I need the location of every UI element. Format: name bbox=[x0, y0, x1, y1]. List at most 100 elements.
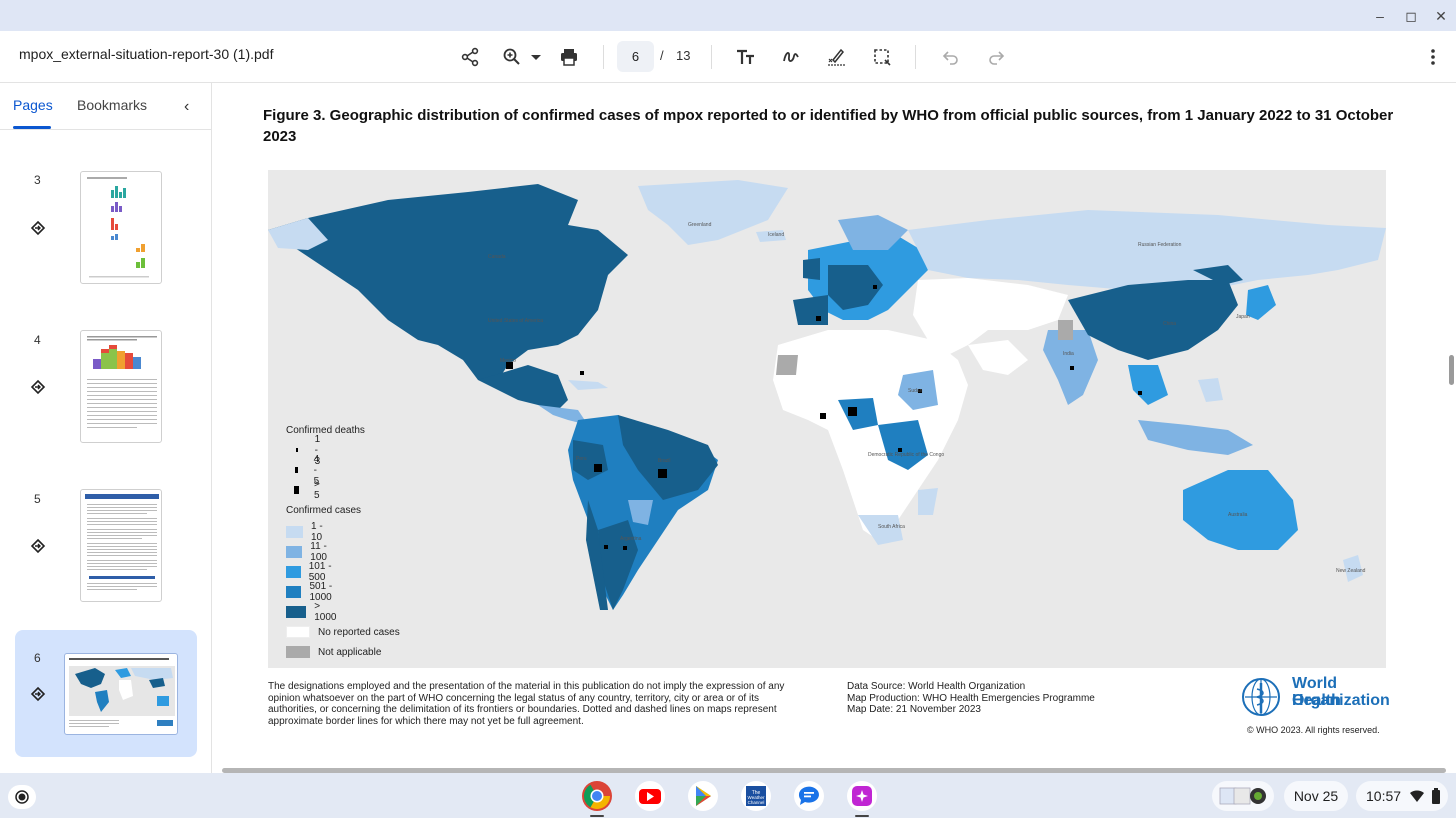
region-australia bbox=[1183, 470, 1298, 550]
undo-icon[interactable] bbox=[939, 45, 963, 69]
legend-deaths-item: > 5 bbox=[286, 479, 323, 501]
page-thumbnail-3[interactable] bbox=[80, 171, 162, 284]
region-north-america bbox=[268, 184, 628, 380]
active-app-indicator bbox=[855, 815, 869, 817]
region-south-africa bbox=[858, 515, 903, 545]
region-brazil bbox=[618, 415, 718, 500]
horizontal-scrollbar[interactable] bbox=[222, 768, 1446, 773]
chrome-icon[interactable] bbox=[581, 780, 613, 812]
legend-cases-item: No reported cases bbox=[286, 625, 400, 639]
launcher-button[interactable] bbox=[8, 785, 36, 809]
restore-icon[interactable]: ◻ bbox=[1405, 8, 1417, 24]
region-scandinavia bbox=[838, 215, 908, 250]
rotate-page-icon[interactable] bbox=[30, 538, 46, 554]
legend-cases-item: 1 - 10 bbox=[286, 521, 329, 543]
rotate-page-icon[interactable] bbox=[30, 379, 46, 395]
toolbar-divider bbox=[915, 45, 916, 69]
region-japan bbox=[1246, 285, 1276, 320]
region-drc bbox=[878, 420, 928, 470]
date-display[interactable]: Nov 25 bbox=[1284, 781, 1348, 811]
map-date: Map Date: 21 November 2023 bbox=[847, 704, 981, 715]
region-alaska bbox=[268, 218, 328, 250]
map-label: United States of America bbox=[488, 318, 543, 324]
region-arabia bbox=[968, 340, 1028, 375]
signature-icon[interactable] bbox=[825, 45, 849, 69]
region-caribbean bbox=[568, 380, 608, 390]
copyright: © WHO 2023. All rights reserved. bbox=[1247, 725, 1380, 735]
map-disclaimer: The designations employed and the presen… bbox=[268, 681, 785, 727]
map-label: Brazil bbox=[658, 458, 671, 464]
region-central-asia bbox=[913, 278, 1068, 355]
collapse-sidebar-icon[interactable]: ‹ bbox=[184, 98, 190, 115]
clock: 10:57 bbox=[1366, 788, 1402, 804]
region-iberia bbox=[793, 295, 828, 325]
map-label: South Africa bbox=[878, 524, 905, 530]
document-title: mpox_external-situation-report-30 (1).pd… bbox=[19, 46, 274, 62]
minimize-icon[interactable]: – bbox=[1376, 8, 1384, 24]
zoom-in-icon[interactable] bbox=[500, 45, 524, 69]
region-chile bbox=[586, 500, 608, 610]
tab-bookmarks[interactable]: Bookmarks bbox=[77, 97, 148, 113]
vertical-scrollbar[interactable] bbox=[1449, 355, 1454, 385]
who-name-line2: Organization bbox=[1292, 692, 1390, 709]
thumbnail-page-number: 4 bbox=[34, 333, 41, 347]
rotate-page-icon[interactable] bbox=[30, 686, 46, 702]
legend-cases-title: Confirmed cases bbox=[286, 505, 362, 516]
select-area-icon[interactable] bbox=[870, 45, 894, 69]
page-thumbnail-4[interactable] bbox=[80, 330, 162, 443]
play-store-icon[interactable] bbox=[687, 780, 719, 812]
sidebar-divider bbox=[0, 129, 212, 130]
page-thumbnail-5[interactable] bbox=[80, 489, 162, 602]
data-source: Data Source: World Health Organization bbox=[847, 681, 1026, 692]
map-label: Japan bbox=[1236, 314, 1250, 320]
who-logo: World Health Organization bbox=[1239, 675, 1390, 719]
rotate-page-icon[interactable] bbox=[30, 220, 46, 236]
status-tray[interactable]: 10:57 bbox=[1356, 781, 1448, 811]
text-annotation-icon[interactable] bbox=[734, 45, 758, 69]
page-thumbnail-6[interactable] bbox=[64, 653, 178, 735]
redo-icon[interactable] bbox=[984, 45, 1008, 69]
wifi-icon bbox=[1410, 790, 1425, 802]
pdf-toolbar: mpox_external-situation-report-30 (1).pd… bbox=[0, 31, 1456, 83]
os-shelf: The Weather Channel Nov 25 10:57 bbox=[0, 773, 1456, 818]
region-greenland bbox=[638, 180, 788, 245]
current-page-input[interactable]: 6 bbox=[617, 41, 654, 72]
svg-text:The: The bbox=[752, 790, 761, 796]
region-mexico bbox=[478, 365, 568, 410]
region-africa bbox=[773, 330, 968, 540]
tote-holding-space[interactable] bbox=[1212, 781, 1274, 811]
region-argentina bbox=[598, 520, 638, 610]
region-western-sahara bbox=[776, 355, 798, 375]
youtube-icon[interactable] bbox=[634, 780, 666, 812]
close-icon[interactable]: ✕ bbox=[1435, 8, 1447, 24]
thumbnail-page-number: 3 bbox=[34, 173, 41, 187]
battery-icon bbox=[1432, 788, 1441, 804]
messages-icon[interactable] bbox=[793, 780, 825, 812]
gallery-icon[interactable] bbox=[846, 780, 878, 812]
zoom-dropdown-chevron-icon[interactable] bbox=[524, 45, 548, 69]
map-label: Canada bbox=[488, 254, 506, 260]
region-kashmir bbox=[1058, 320, 1073, 340]
print-icon[interactable] bbox=[557, 45, 581, 69]
recent-files-icon bbox=[1219, 787, 1266, 805]
map-label: Democratic Republic of the Congo bbox=[868, 452, 944, 458]
region-paraguay bbox=[628, 500, 653, 525]
tab-pages[interactable]: Pages bbox=[13, 97, 53, 113]
legend-cases-item: Not applicable bbox=[286, 645, 381, 659]
thumbnail-sidebar: Pages Bookmarks ‹ 3 4 5 bbox=[0, 83, 212, 773]
region-new-zealand bbox=[1343, 555, 1363, 582]
draw-icon[interactable] bbox=[779, 45, 803, 69]
more-options-icon[interactable] bbox=[1421, 45, 1445, 69]
legend-cases-item: 101 - 500 bbox=[286, 561, 335, 583]
region-iceland bbox=[756, 230, 786, 242]
legend-deaths-title: Confirmed deaths bbox=[286, 425, 365, 436]
map-label: Australia bbox=[1228, 512, 1248, 518]
region-indonesia bbox=[1138, 420, 1253, 455]
map-label: Argentina bbox=[620, 536, 642, 542]
share-icon[interactable] bbox=[458, 45, 482, 69]
map-label: Mexico bbox=[500, 358, 516, 364]
region-nigeria bbox=[838, 398, 878, 430]
map-source-info: Data Source: World Health Organization M… bbox=[847, 681, 1095, 716]
legend-cases-item: 11 - 100 bbox=[286, 541, 335, 563]
